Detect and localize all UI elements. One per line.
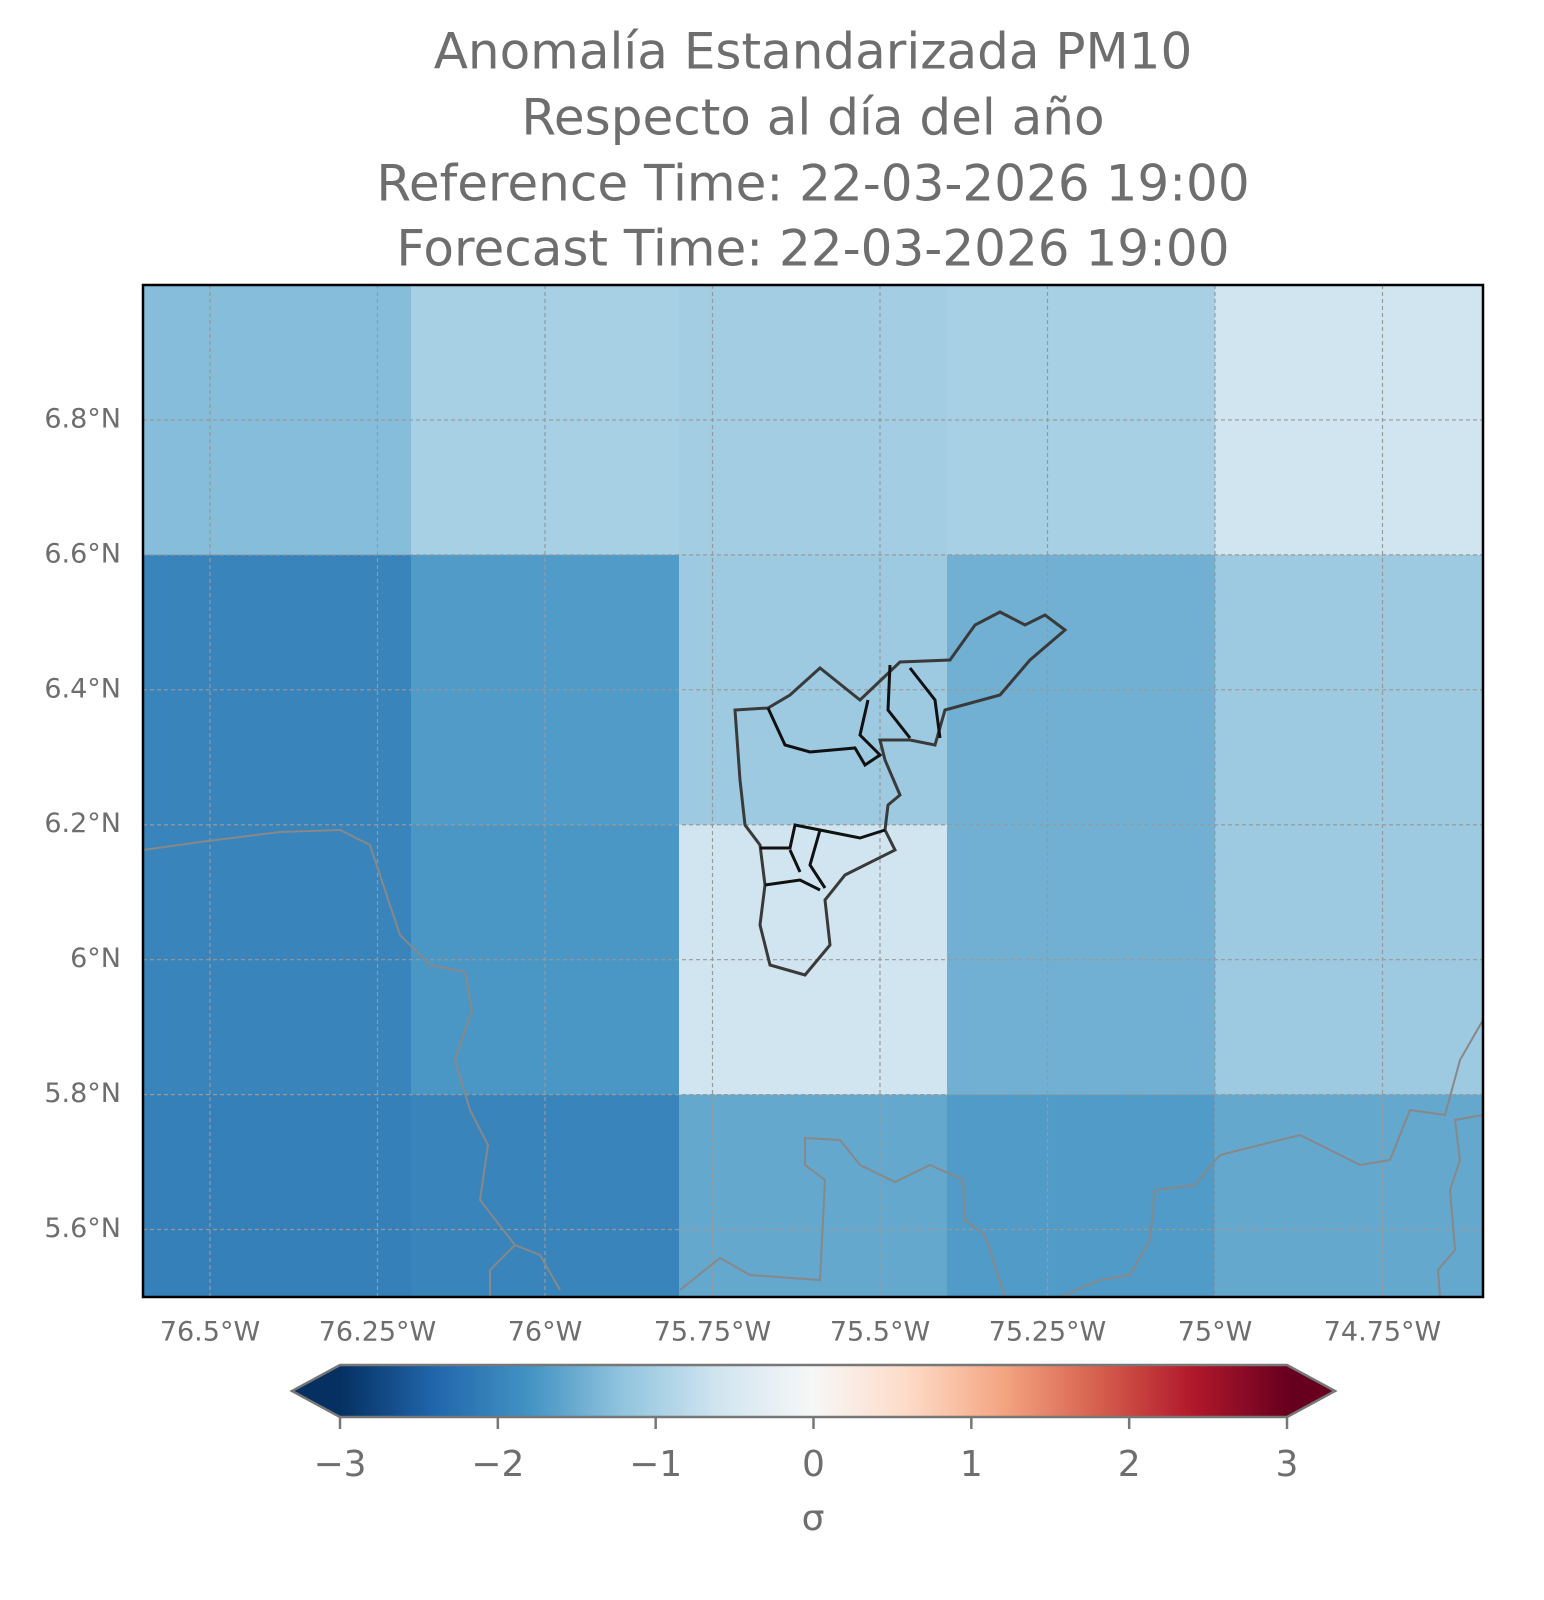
title-line: Respecto al día del año <box>521 89 1104 147</box>
colorbar-tick-label: −1 <box>629 1444 682 1485</box>
x-tick-label: 75.75°W <box>654 1317 772 1348</box>
coastline <box>679 1136 1006 1297</box>
y-tick-label: 6.2°N <box>44 808 121 839</box>
colorbar-tick-label: 1 <box>960 1444 983 1485</box>
boundaries <box>143 610 1483 1297</box>
colorbar-label: σ <box>802 1498 825 1539</box>
x-tick-label: 75.25°W <box>989 1317 1107 1348</box>
x-tick-label: 75°W <box>1178 1317 1253 1348</box>
y-tick-label: 6.8°N <box>44 403 121 434</box>
title-line: Forecast Time: 22-03-2026 19:00 <box>396 220 1229 278</box>
heatmap-cell <box>1215 1094 1483 1297</box>
colorbar-tick-label: −2 <box>471 1444 524 1485</box>
colorbar-extend-high <box>1287 1365 1335 1417</box>
coastline <box>1059 1019 1483 1297</box>
y-tick-label: 6.4°N <box>44 673 121 704</box>
heatmap-cell <box>947 1094 1216 1297</box>
colorbar-tick-label: 3 <box>1276 1444 1299 1485</box>
municipal-boundaries <box>760 664 942 892</box>
grid <box>143 285 1483 1297</box>
region-outline <box>733 610 1068 977</box>
coastline <box>1436 1114 1483 1297</box>
x-tick-label: 76°W <box>508 1317 583 1348</box>
x-tick-label: 75.5°W <box>830 1317 930 1348</box>
colorbar-extend-low <box>292 1365 340 1417</box>
title-line: Anomalía Estandarizada PM10 <box>434 23 1193 81</box>
colorbar: −3 −2 −1 0 1 2 3 <box>289 1363 1338 1485</box>
colorbar-tick-label: 0 <box>802 1444 825 1485</box>
heatmap-cell <box>143 1094 412 1297</box>
heatmap-cell <box>679 1094 948 1297</box>
colorbar-gradient <box>340 1365 1287 1417</box>
x-tick-label: 76.25°W <box>319 1317 437 1348</box>
heatmap-cells <box>143 285 1483 1297</box>
y-tick-label: 6°N <box>70 943 121 974</box>
title-line: Reference Time: 22-03-2026 19:00 <box>376 155 1249 213</box>
coastline <box>489 1244 516 1297</box>
coastline <box>143 828 561 1291</box>
y-tick-label: 5.8°N <box>44 1078 121 1109</box>
colorbar-tick-label: 2 <box>1118 1444 1141 1485</box>
x-tick-label: 74.75°W <box>1324 1317 1442 1348</box>
plot-frame <box>141 283 1485 1299</box>
x-tick-label: 76.5°W <box>160 1317 260 1348</box>
y-tick-label: 5.6°N <box>44 1213 121 1244</box>
colorbar-tick-label: −3 <box>313 1444 366 1485</box>
y-tick-label: 6.6°N <box>44 538 121 569</box>
